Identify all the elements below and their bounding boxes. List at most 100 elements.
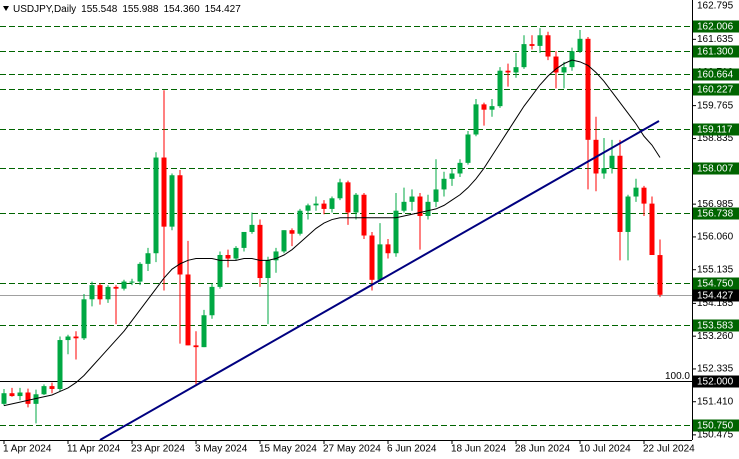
header: USDJPY,Daily 155.548 155.988 154.360 154.427 — [3, 4, 241, 15]
candle-body — [161, 157, 167, 227]
candle-body — [241, 231, 247, 248]
candle-body — [513, 67, 519, 73]
candle-body — [153, 157, 159, 254]
y-tick-label: 159.765 — [697, 100, 734, 111]
candle-body — [113, 286, 119, 289]
candle-body — [409, 196, 415, 202]
candle-body — [9, 393, 15, 397]
level-label: 154.427 — [697, 291, 734, 302]
candle-body — [1, 393, 7, 404]
candle-body — [529, 44, 535, 46]
candle-body — [281, 230, 287, 252]
header-value: 155.548 — [81, 4, 118, 15]
x-tick-label: 15 May 2024 — [259, 444, 317, 455]
candle-body — [73, 336, 79, 339]
candle-body — [81, 299, 87, 339]
level-label: 161.300 — [697, 47, 734, 58]
candle-body — [265, 260, 271, 279]
level-label: 152.000 — [697, 377, 734, 388]
candle-body — [441, 178, 447, 190]
level-label-box — [693, 123, 739, 136]
candle-body — [425, 201, 431, 217]
candle-body — [49, 386, 55, 389]
candle-body — [145, 253, 151, 264]
candle-body — [345, 182, 351, 213]
candle-body — [201, 315, 207, 348]
candle-body — [89, 285, 95, 300]
candle-body — [257, 224, 263, 279]
candle-body — [217, 254, 223, 287]
level-label-box — [693, 45, 739, 58]
candle-body — [273, 251, 279, 261]
x-tick-label: 27 May 2024 — [323, 444, 381, 455]
candle-body — [121, 281, 127, 289]
candle-body — [57, 340, 63, 389]
candle-body — [617, 155, 623, 232]
x-tick-label: 3 May 2024 — [195, 444, 248, 455]
candle-body — [601, 168, 607, 174]
candle-body — [561, 67, 567, 73]
level-label-box — [693, 20, 739, 33]
header-icon — [3, 6, 9, 11]
header-value: 154.360 — [163, 4, 200, 15]
candle-body — [577, 38, 583, 52]
candle-body — [393, 210, 399, 254]
candle-body — [569, 51, 575, 68]
candle-body — [97, 285, 103, 300]
candle-body — [41, 386, 47, 395]
candle-body — [473, 104, 479, 135]
candle-body — [433, 189, 439, 202]
level-label: 150.750 — [697, 421, 734, 432]
candle-body — [225, 254, 231, 259]
plot-area: 100.0 — [0, 26, 692, 426]
candle-body — [321, 203, 327, 209]
level-label: 159.117 — [697, 125, 733, 136]
candle-body — [521, 44, 527, 68]
y-tick-label: 161.635 — [697, 34, 734, 45]
level-label-box — [693, 68, 739, 81]
x-tick-label: 10 Jul 2024 — [579, 444, 631, 455]
candle-body — [385, 244, 391, 254]
candle-body — [537, 35, 543, 46]
symbol: USDJPY,Daily — [13, 4, 76, 15]
header-value: 155.988 — [122, 4, 159, 15]
moving-average — [3, 59, 661, 407]
x-tick-label: 22 Jul 2024 — [643, 444, 695, 455]
candle-body — [17, 392, 23, 397]
x-tick-label: 18 Jun 2024 — [451, 444, 506, 455]
candle-body — [489, 106, 495, 110]
level-label: 160.664 — [697, 70, 734, 81]
candle-body — [297, 210, 303, 234]
x-tick-label: 23 Apr 2024 — [131, 444, 185, 455]
candle-body — [137, 263, 143, 282]
level-label: 156.738 — [697, 209, 734, 220]
candle-body — [313, 203, 319, 206]
x-tick-label: 28 Jun 2024 — [515, 444, 570, 455]
candle-body — [169, 175, 175, 227]
candle-body — [377, 244, 383, 280]
candle-body — [609, 155, 615, 169]
candle-body — [305, 205, 311, 211]
y-tick-label: 162.795 — [697, 1, 734, 12]
y-tick-label: 150.475 — [697, 430, 734, 441]
y-tick-label: 156.060 — [697, 232, 734, 243]
trend-line — [99, 120, 660, 441]
y-tick-label: 153.260 — [697, 331, 734, 342]
level-label-box — [693, 289, 739, 302]
candle-body — [457, 162, 463, 174]
x-tick-label: 6 Jun 2024 — [387, 444, 437, 455]
y-tick-label: 154.185 — [697, 298, 734, 309]
x-tick-label: 1 Apr 2024 — [3, 444, 52, 455]
y-tick-label: 156.985 — [697, 199, 734, 210]
y-tick-label: 151.410 — [697, 396, 734, 407]
level-label-box — [693, 277, 739, 290]
candle-body — [185, 274, 191, 346]
candle-body — [657, 255, 663, 295]
level-label: 153.583 — [697, 321, 734, 332]
candle-body — [233, 247, 239, 259]
candle-body — [193, 345, 199, 348]
